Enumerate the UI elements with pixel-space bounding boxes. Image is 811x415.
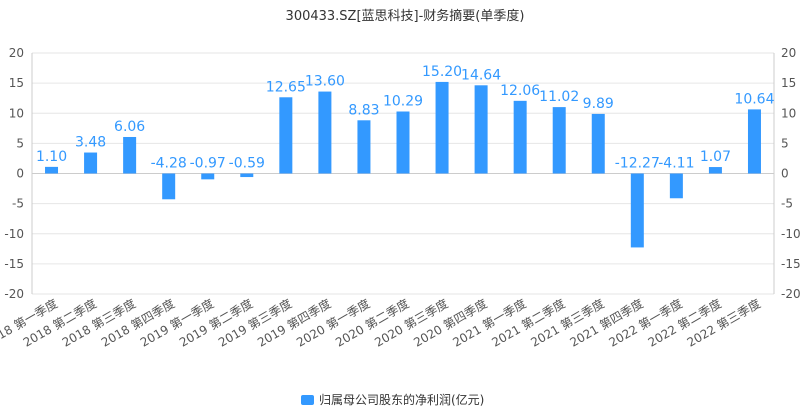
data-label: 15.20 [422,64,462,80]
y-tick-label-right: -20 [781,287,801,301]
y-tick-label-right: -15 [781,257,801,271]
y-axis-right: 20 15 10 5 0 -5 -10 -15 -20 [781,46,801,301]
bar[interactable] [513,100,527,174]
y-tick-label-right: 20 [781,46,796,60]
y-tick-label-left: -15 [4,257,24,271]
bar[interactable] [435,81,449,174]
data-label: -0.59 [229,156,265,172]
data-label: -12.27 [615,156,660,172]
data-label: 1.07 [700,149,731,165]
bar[interactable] [552,107,566,174]
bar[interactable] [318,91,332,174]
bar[interactable] [123,136,137,174]
chart-title: 300433.SZ[蓝思科技]-财务摘要(单季度) [286,8,525,24]
y-tick-label-right: -5 [781,197,793,211]
data-label: -4.11 [658,156,694,172]
data-label: 12.06 [500,83,540,99]
bars [45,81,761,248]
data-label: 10.64 [734,91,774,107]
data-label: 3.48 [75,135,106,151]
data-label: 9.89 [583,96,614,112]
bar[interactable] [84,152,98,174]
y-tick-label-left: -20 [4,287,24,301]
y-axis-left: 20 15 10 5 0 -5 -10 -15 -20 [4,46,24,301]
y-tick-label-left: 0 [16,167,24,181]
bar[interactable] [708,167,722,174]
bar[interactable] [357,120,371,174]
y-tick-label-right: 15 [781,76,796,90]
y-tick-label-right: 10 [781,106,796,120]
y-tick-label-left: 15 [9,76,24,90]
data-label: 8.83 [348,102,379,118]
y-tick-label-left: 20 [9,46,24,60]
data-label: 12.65 [266,79,306,95]
legend-swatch [301,395,314,405]
bar[interactable] [591,113,605,174]
bar[interactable] [630,173,644,248]
data-label: 6.06 [114,119,145,135]
bar[interactable] [45,166,59,174]
data-labels: 1.10 3.48 6.06 -4.28 -0.97 -0.59 12.6513.608.8… [36,64,775,172]
bar[interactable] [279,97,293,174]
bar[interactable] [396,111,410,174]
bar[interactable] [162,173,176,200]
bar[interactable] [747,109,761,174]
data-label: 11.02 [539,89,579,105]
y-tick-label-left: 10 [9,106,24,120]
y-tick-label-left: -10 [4,227,24,241]
y-tick-label-right: 5 [781,136,789,150]
data-label: 14.64 [461,67,501,83]
data-label: 13.60 [305,74,345,90]
y-tick-label-left: 5 [16,136,24,150]
bar[interactable] [669,173,683,199]
bar[interactable] [201,173,215,180]
y-tick-label-right: -10 [781,227,801,241]
data-label: 10.29 [383,94,423,110]
legend-label: 归属母公司股东的净利润(亿元) [319,392,484,407]
y-tick-label-left: -5 [12,197,24,211]
bar[interactable] [240,173,254,178]
y-tick-label-right: 0 [781,167,789,181]
data-label: -4.28 [151,156,187,172]
data-label: 1.10 [36,149,67,165]
bar[interactable] [474,85,488,174]
data-label: -0.97 [190,156,226,172]
legend[interactable]: 归属母公司股东的净利润(亿元) [301,392,484,407]
